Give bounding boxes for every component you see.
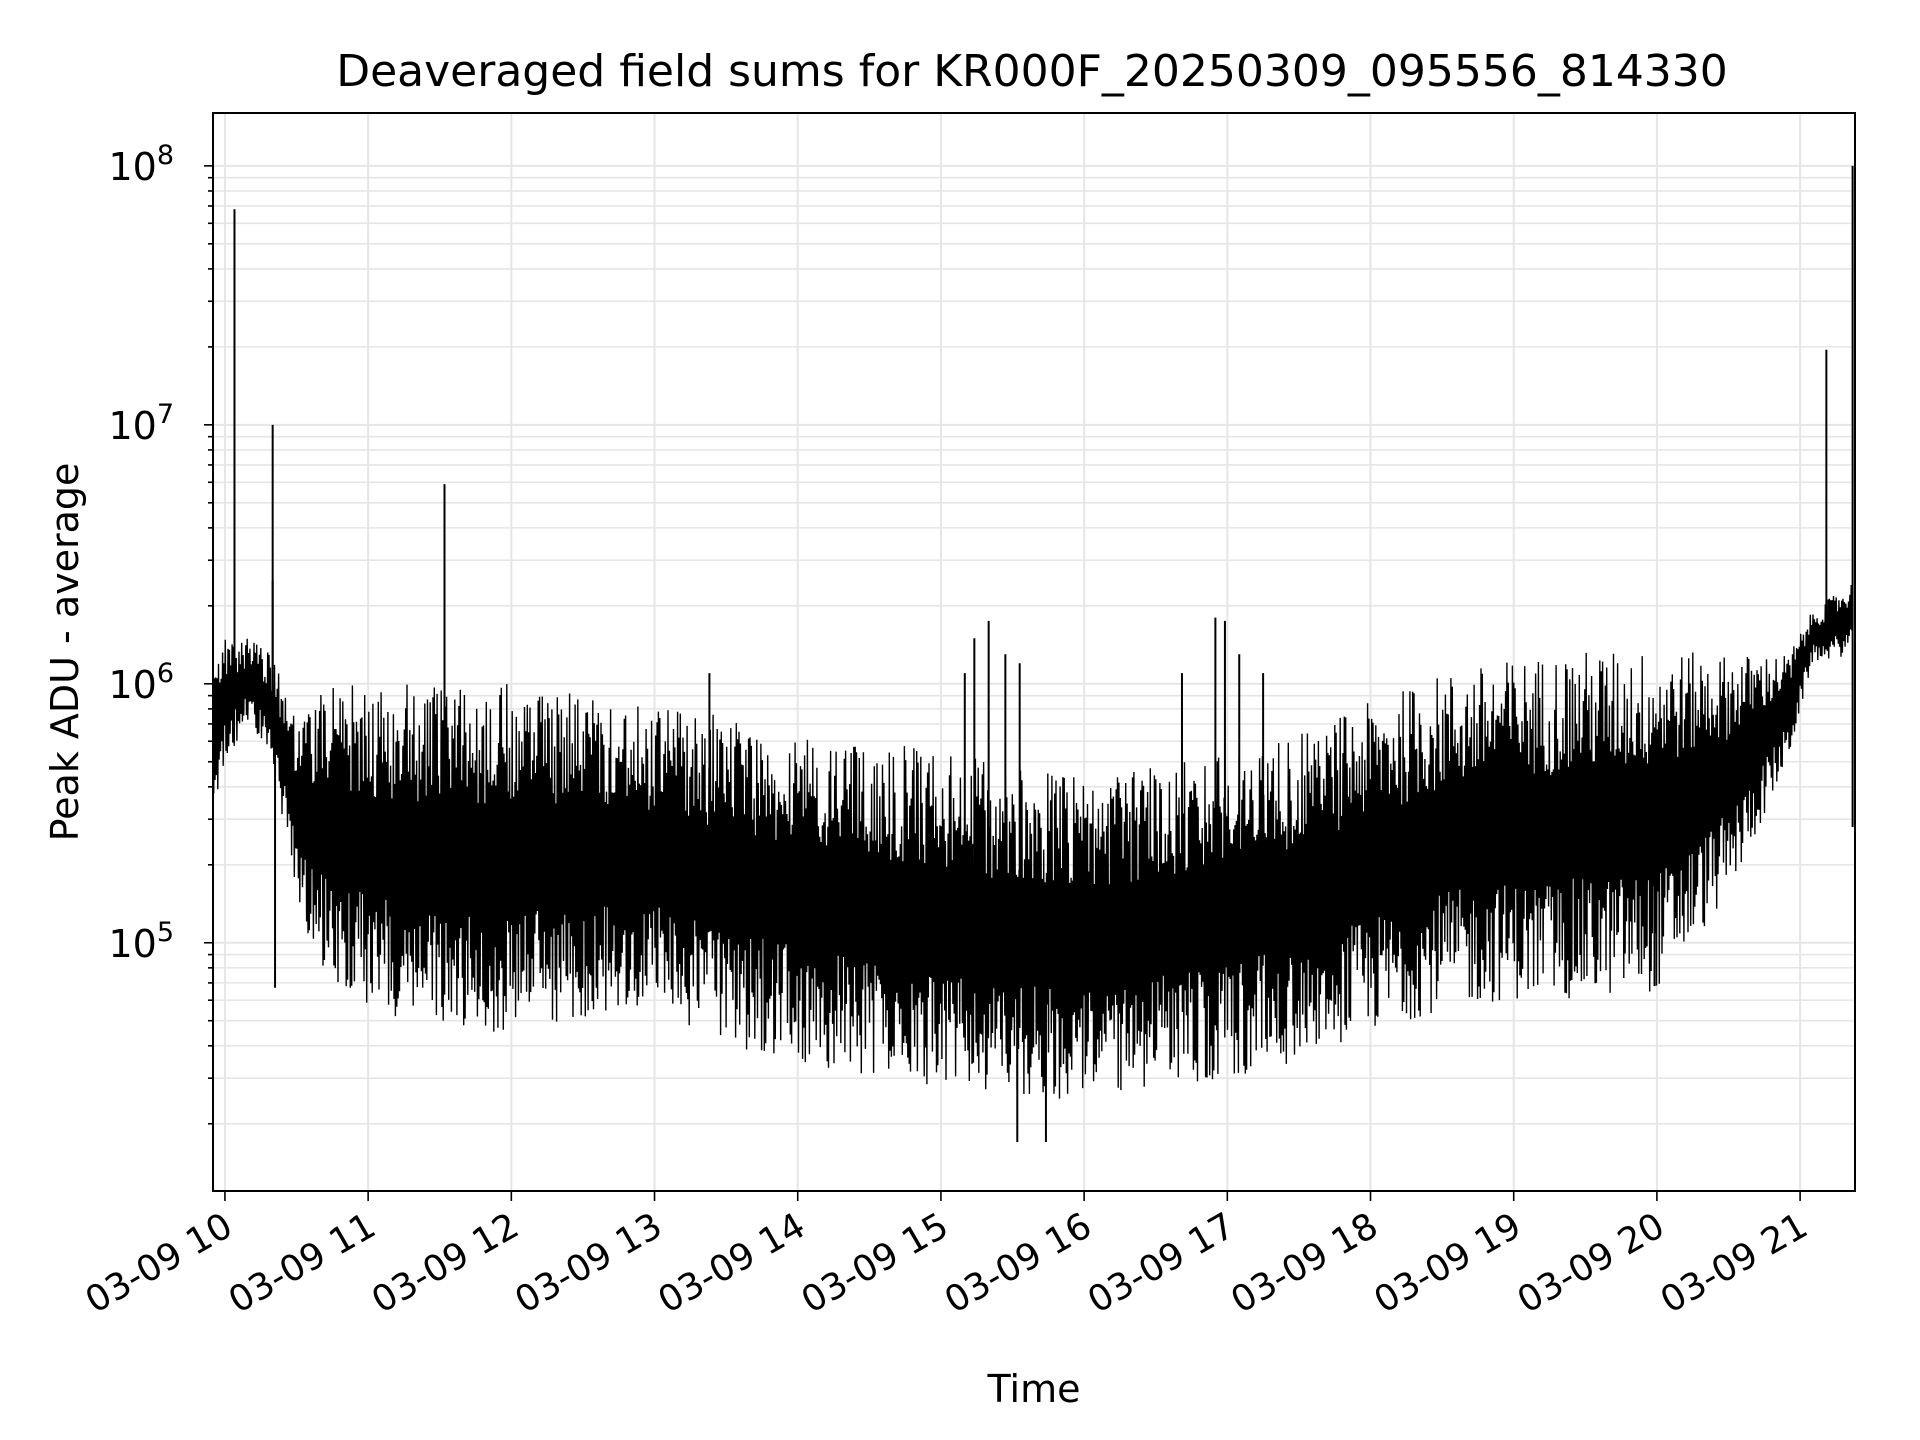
y-tick-label: 106 xyxy=(108,658,174,707)
y-tick-label: 108 xyxy=(108,140,174,189)
y-axis-label: Peak ADU - average xyxy=(43,463,87,842)
x-axis-label: Time xyxy=(987,1367,1081,1411)
series-line xyxy=(212,584,1854,1099)
data-series xyxy=(212,165,1854,1143)
plot-frame xyxy=(212,112,1856,1192)
y-tick-label: 107 xyxy=(108,399,174,448)
y-tick-label: 105 xyxy=(108,917,174,966)
chart-title: Deaveraged field sums for KR000F_2025030… xyxy=(336,46,1728,97)
y-axis-ticks: 105 106 107 108 xyxy=(108,140,213,1125)
